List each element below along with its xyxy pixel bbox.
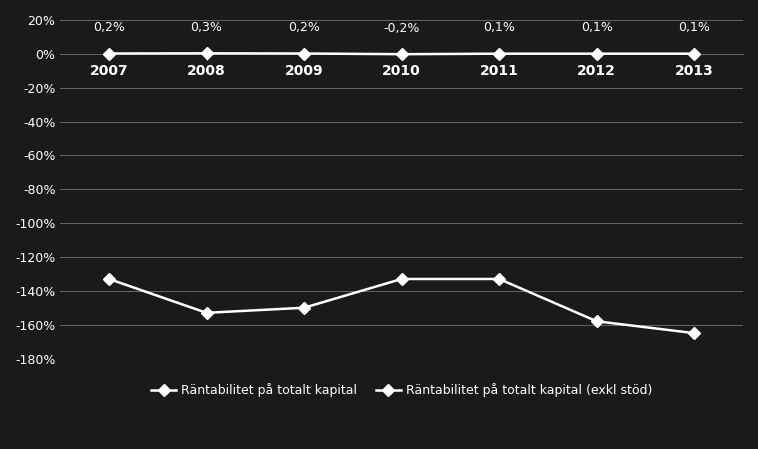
Line: Räntabilitet på totalt kapital: Räntabilitet på totalt kapital: [105, 49, 698, 58]
Text: 0,1%: 0,1%: [581, 21, 612, 34]
Line: Räntabilitet på totalt kapital (exkl stöd): Räntabilitet på totalt kapital (exkl stö…: [105, 275, 698, 337]
Räntabilitet på totalt kapital (exkl stöd): [690, 330, 699, 336]
Text: 0,2%: 0,2%: [288, 21, 320, 34]
Räntabilitet på totalt kapital: [495, 51, 504, 57]
Text: 0,2%: 0,2%: [93, 21, 125, 34]
Räntabilitet på totalt kapital (exkl stöd): [592, 319, 601, 324]
Räntabilitet på totalt kapital: [397, 52, 406, 57]
Räntabilitet på totalt kapital: [105, 51, 114, 56]
Räntabilitet på totalt kapital: [690, 51, 699, 57]
Räntabilitet på totalt kapital (exkl stöd): [299, 305, 309, 310]
Räntabilitet på totalt kapital: [202, 51, 211, 56]
Räntabilitet på totalt kapital: [592, 51, 601, 57]
Text: 0,1%: 0,1%: [678, 21, 710, 34]
Text: 2009: 2009: [285, 64, 324, 78]
Text: 2007: 2007: [89, 64, 128, 78]
Text: 2013: 2013: [675, 64, 713, 78]
Räntabilitet på totalt kapital (exkl stöd): [105, 276, 114, 282]
Text: 2008: 2008: [187, 64, 226, 78]
Text: 2011: 2011: [480, 64, 518, 78]
Text: 0,3%: 0,3%: [190, 21, 223, 34]
Räntabilitet på totalt kapital (exkl stöd): [397, 276, 406, 282]
Räntabilitet på totalt kapital (exkl stöd): [202, 310, 211, 316]
Text: 2010: 2010: [382, 64, 421, 78]
Räntabilitet på totalt kapital: [299, 51, 309, 56]
Räntabilitet på totalt kapital (exkl stöd): [495, 276, 504, 282]
Legend: Räntabilitet på totalt kapital, Räntabilitet på totalt kapital (exkl stöd): Räntabilitet på totalt kapital, Räntabil…: [146, 379, 657, 402]
Text: 2012: 2012: [578, 64, 616, 78]
Text: 0,1%: 0,1%: [483, 21, 515, 34]
Text: -0,2%: -0,2%: [384, 22, 420, 35]
